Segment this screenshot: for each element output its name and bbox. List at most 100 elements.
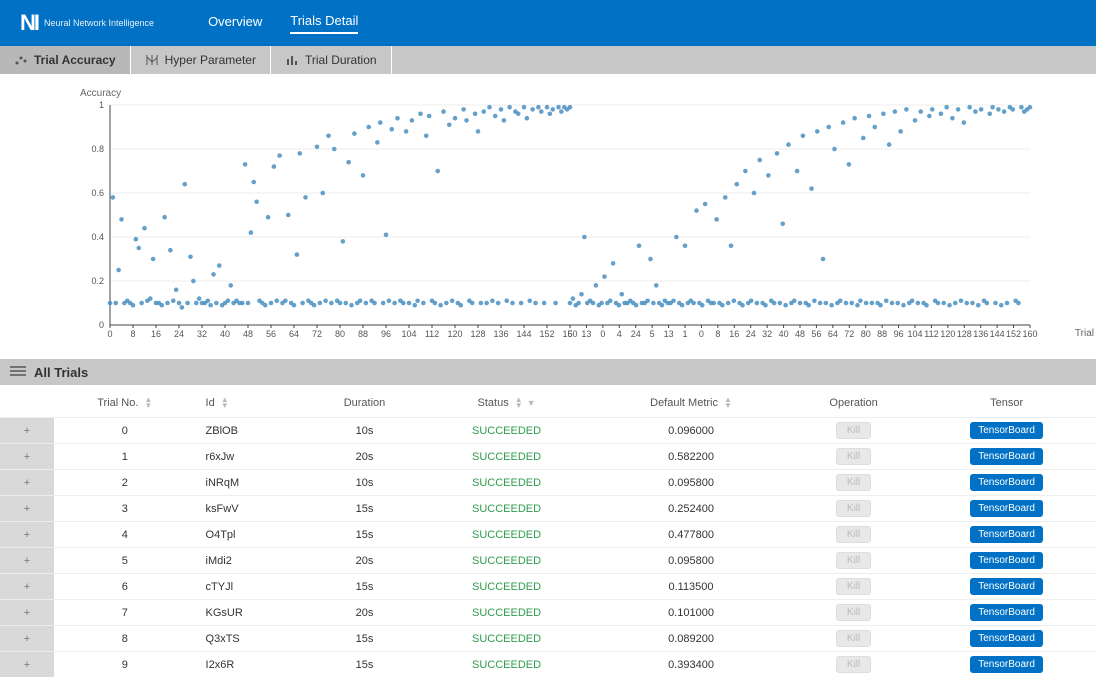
svg-text:128: 128 — [957, 329, 972, 339]
svg-text:56: 56 — [266, 329, 276, 339]
list-icon — [10, 365, 26, 380]
kill-button[interactable]: Kill — [836, 578, 871, 595]
col-tensor: Tensor — [917, 389, 1096, 418]
cell-metric: 0.101000 — [592, 600, 790, 626]
cell-duration: 10s — [308, 418, 421, 444]
cell-trial-no: 3 — [54, 496, 196, 522]
chart-y-axis-label: Accuracy — [80, 88, 1066, 99]
logo-mark-icon: NI — [20, 10, 38, 36]
kill-button[interactable]: Kill — [836, 422, 871, 439]
cell-tensor: TensorBoard — [917, 522, 1096, 548]
expand-button[interactable]: + — [0, 444, 54, 470]
cell-operation: Kill — [790, 496, 917, 522]
expand-button[interactable]: + — [0, 652, 54, 677]
svg-text:128: 128 — [470, 329, 485, 339]
section-title: All Trials — [34, 365, 88, 380]
nav-trials-detail[interactable]: Trials Detail — [290, 13, 358, 34]
cell-duration: 15s — [308, 574, 421, 600]
kill-button[interactable]: Kill — [836, 448, 871, 465]
cell-id: iNRqM — [196, 470, 308, 496]
svg-text:16: 16 — [151, 329, 161, 339]
tensorboard-button[interactable]: TensorBoard — [970, 604, 1043, 621]
cell-status: SUCCEEDED — [421, 600, 592, 626]
cell-id: O4Tpl — [196, 522, 308, 548]
col-status[interactable]: Status▲▼▼ — [421, 389, 592, 418]
tensorboard-button[interactable]: TensorBoard — [970, 656, 1043, 673]
svg-text:24: 24 — [174, 329, 184, 339]
tensorboard-button[interactable]: TensorBoard — [970, 448, 1043, 465]
svg-text:32: 32 — [762, 329, 772, 339]
cell-metric: 0.095800 — [592, 470, 790, 496]
sort-icon: ▲▼ — [724, 397, 732, 409]
col-duration[interactable]: Duration — [308, 389, 421, 418]
cell-id: ksFwV — [196, 496, 308, 522]
expand-button[interactable]: + — [0, 600, 54, 626]
tensorboard-button[interactable]: TensorBoard — [970, 474, 1043, 491]
svg-text:152: 152 — [539, 329, 554, 339]
cell-status: SUCCEEDED — [421, 522, 592, 548]
cell-status: SUCCEEDED — [421, 652, 592, 677]
svg-text:104: 104 — [401, 329, 416, 339]
kill-button[interactable]: Kill — [836, 474, 871, 491]
svg-text:13: 13 — [664, 329, 674, 339]
svg-text:80: 80 — [335, 329, 345, 339]
expand-button[interactable]: + — [0, 548, 54, 574]
expand-button[interactable]: + — [0, 418, 54, 444]
chart-container: Accuracy 00.20.40.60.8108162432404856647… — [0, 74, 1096, 359]
cell-operation: Kill — [790, 444, 917, 470]
cell-trial-no: 2 — [54, 470, 196, 496]
tensorboard-button[interactable]: TensorBoard — [970, 422, 1043, 439]
kill-button[interactable]: Kill — [836, 630, 871, 647]
kill-button[interactable]: Kill — [836, 656, 871, 673]
col-id[interactable]: Id▲▼ — [196, 389, 308, 418]
svg-text:32: 32 — [197, 329, 207, 339]
filter-icon[interactable]: ▼ — [527, 398, 536, 408]
cell-duration: 15s — [308, 626, 421, 652]
cell-metric: 0.095800 — [592, 548, 790, 574]
expand-button[interactable]: + — [0, 626, 54, 652]
subtab-label: Trial Duration — [305, 53, 377, 67]
table-row: +9I2x6R15sSUCCEEDED0.393400KillTensorBoa… — [0, 652, 1096, 677]
kill-button[interactable]: Kill — [836, 526, 871, 543]
cell-tensor: TensorBoard — [917, 470, 1096, 496]
svg-text:24: 24 — [631, 329, 641, 339]
brand-text: Neural Network Intelligence — [44, 18, 154, 28]
expand-button[interactable]: + — [0, 470, 54, 496]
cell-metric: 0.252400 — [592, 496, 790, 522]
cell-status: SUCCEEDED — [421, 548, 592, 574]
expand-button[interactable]: + — [0, 574, 54, 600]
subtab-bar: Trial Accuracy Hyper Parameter Trial Dur… — [0, 46, 1096, 74]
trials-table: Trial No.▲▼ Id▲▼ Duration Status▲▼▼ Defa… — [0, 389, 1096, 677]
kill-button[interactable]: Kill — [836, 552, 871, 569]
cell-trial-no: 4 — [54, 522, 196, 548]
nav-overview[interactable]: Overview — [208, 14, 262, 33]
kill-button[interactable]: Kill — [836, 500, 871, 517]
cell-status: SUCCEEDED — [421, 496, 592, 522]
expand-button[interactable]: + — [0, 496, 54, 522]
subtab-trial-accuracy[interactable]: Trial Accuracy — [0, 46, 131, 74]
tensorboard-button[interactable]: TensorBoard — [970, 552, 1043, 569]
tensorboard-button[interactable]: TensorBoard — [970, 578, 1043, 595]
bar-chart-icon — [285, 53, 299, 67]
chart-svg: 00.20.40.60.8108162432404856647280889610… — [80, 101, 1040, 349]
svg-text:120: 120 — [940, 329, 955, 339]
cell-tensor: TensorBoard — [917, 626, 1096, 652]
svg-text:8: 8 — [715, 329, 720, 339]
tensorboard-button[interactable]: TensorBoard — [970, 500, 1043, 517]
cell-duration: 10s — [308, 470, 421, 496]
all-trials-section-header: All Trials — [0, 359, 1096, 385]
cell-id: ZBlOB — [196, 418, 308, 444]
tensorboard-button[interactable]: TensorBoard — [970, 630, 1043, 647]
tensorboard-button[interactable]: TensorBoard — [970, 526, 1043, 543]
cell-tensor: TensorBoard — [917, 444, 1096, 470]
kill-button[interactable]: Kill — [836, 604, 871, 621]
subtab-trial-duration[interactable]: Trial Duration — [271, 46, 392, 74]
svg-text:16: 16 — [729, 329, 739, 339]
cell-id: Q3xTS — [196, 626, 308, 652]
col-trial-no[interactable]: Trial No.▲▼ — [54, 389, 196, 418]
subtab-hyper-parameter[interactable]: Hyper Parameter — [131, 46, 271, 74]
col-default-metric[interactable]: Default Metric▲▼ — [592, 389, 790, 418]
subtab-label: Hyper Parameter — [165, 53, 256, 67]
cell-status: SUCCEEDED — [421, 574, 592, 600]
expand-button[interactable]: + — [0, 522, 54, 548]
